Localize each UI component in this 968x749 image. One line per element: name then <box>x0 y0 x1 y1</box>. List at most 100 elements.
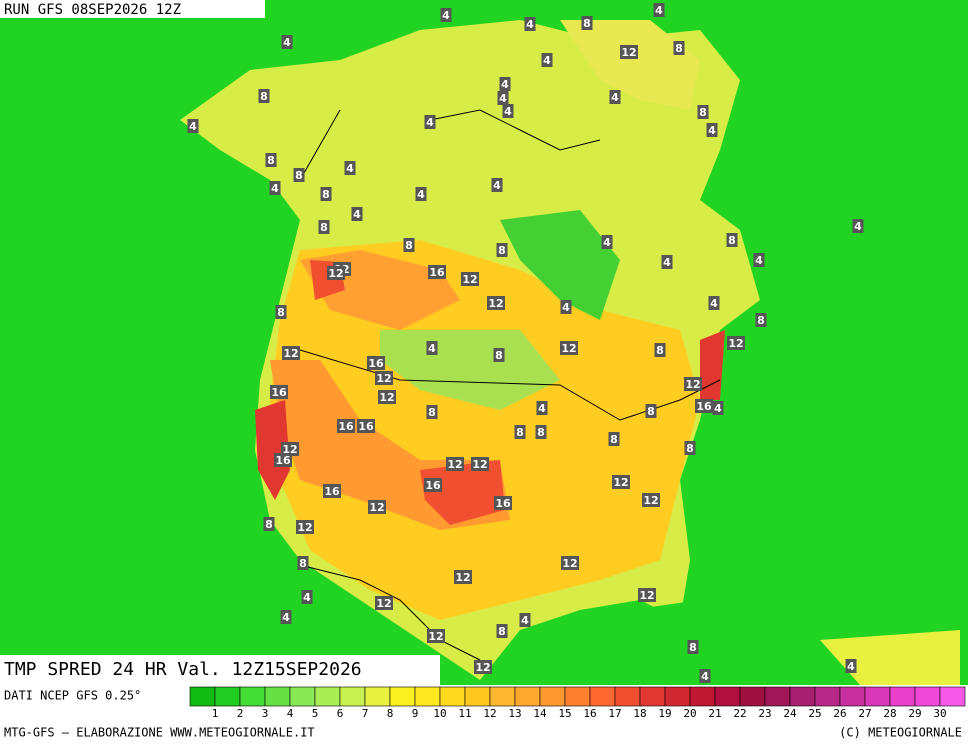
label-box <box>282 346 300 360</box>
label-box <box>263 517 275 531</box>
scale-label: 7 <box>362 707 369 720</box>
title-box <box>0 655 440 685</box>
label-box <box>471 457 489 471</box>
label-box <box>344 161 356 175</box>
scale-label: 29 <box>908 707 921 720</box>
scale-label: 10 <box>433 707 446 720</box>
contour-label: 4 <box>710 297 718 310</box>
label-box <box>499 77 511 91</box>
run-box <box>0 0 265 18</box>
scale-box <box>439 686 466 707</box>
label-box <box>654 343 666 357</box>
label-box <box>695 399 713 413</box>
scale-label: 15 <box>558 707 571 720</box>
contour-label: 4 <box>538 402 546 415</box>
scale-label: 27 <box>858 707 871 720</box>
label-box <box>726 233 738 247</box>
label-box <box>727 336 745 350</box>
contour-label: 4 <box>426 116 434 129</box>
label-box <box>474 660 492 674</box>
scale-label: 8 <box>387 707 394 720</box>
scale-box <box>814 686 841 707</box>
contour-label: 12 <box>282 443 297 456</box>
scale-box <box>564 686 591 707</box>
contour-label: 8 <box>675 42 683 55</box>
contour-label: 8 <box>583 17 591 30</box>
contour-label: 8 <box>699 106 707 119</box>
label-box <box>461 272 479 286</box>
scale-label: 19 <box>658 707 671 720</box>
contour-label: 8 <box>498 244 506 257</box>
label-box <box>424 115 436 129</box>
contour-labels: 4844128444844484448844484484848844121216… <box>187 3 864 683</box>
scale-label: 2 <box>237 707 244 720</box>
scale-box <box>289 686 316 707</box>
label-box <box>684 441 696 455</box>
contour-label: 8 <box>689 641 697 654</box>
contour-label: 8 <box>277 306 285 319</box>
scale-box <box>264 686 291 707</box>
label-box <box>428 265 446 279</box>
contour-label: 16 <box>324 485 340 498</box>
contour-label: 4 <box>701 670 709 683</box>
label-box <box>493 348 505 362</box>
label-box <box>673 41 685 55</box>
scale-box <box>539 686 566 707</box>
contour-label: 8 <box>322 188 330 201</box>
label-box <box>496 624 508 638</box>
contour-label: 4 <box>847 660 855 673</box>
contour-label: 4 <box>543 54 551 67</box>
label-box <box>535 425 547 439</box>
source-label: DATI NCEP GFS 0.25° <box>4 689 141 703</box>
label-box <box>845 659 857 673</box>
scale-label: 3 <box>262 707 269 720</box>
label-box <box>852 219 864 233</box>
label-box <box>560 341 578 355</box>
contour-label: 4 <box>493 179 501 192</box>
contour-label: 4 <box>603 236 611 249</box>
contour-label: 4 <box>417 188 425 201</box>
label-box <box>424 478 442 492</box>
contour-label: 16 <box>338 420 354 433</box>
contour-label: 12 <box>728 337 743 350</box>
contour-label: 4 <box>611 91 619 104</box>
scale-box <box>939 686 966 707</box>
label-box <box>427 629 445 643</box>
scale-label: 23 <box>758 707 771 720</box>
contour-label: 4 <box>504 105 512 118</box>
contour-label: 16 <box>358 420 374 433</box>
label-box <box>368 500 386 514</box>
contour-label: 4 <box>708 124 716 137</box>
label-box <box>620 45 638 59</box>
label-box <box>697 105 709 119</box>
scale-box <box>764 686 791 707</box>
contour-label: 16 <box>495 497 511 510</box>
label-box <box>496 243 508 257</box>
label-box <box>269 181 281 195</box>
scale-box <box>214 686 241 707</box>
contour-label: 4 <box>655 4 663 17</box>
label-box <box>524 17 536 31</box>
label-box <box>318 220 330 234</box>
contour-label: 4 <box>562 301 570 314</box>
label-box <box>712 401 724 415</box>
contour-label: 12 <box>462 273 477 286</box>
color-scale: 1 2 3 4 5 6 7 8 9 10 11 12 13 14 15 16 17 18 19 20 21 22 23 24 2… <box>189 686 966 720</box>
scale-label: 14 <box>533 707 547 720</box>
contour-label: 8 <box>495 349 503 362</box>
label-box <box>541 53 553 67</box>
scale-box <box>614 686 641 707</box>
scale-box <box>714 686 741 707</box>
scale-label: 26 <box>833 707 846 720</box>
label-box <box>446 457 464 471</box>
contour-label: 12 <box>562 557 577 570</box>
label-box <box>687 640 699 654</box>
contour-label: 12 <box>488 297 503 310</box>
label-box <box>275 305 287 319</box>
contour-label: 4 <box>303 591 311 604</box>
label-box <box>367 356 385 370</box>
contour-label: 16 <box>275 454 291 467</box>
label-box <box>454 570 472 584</box>
